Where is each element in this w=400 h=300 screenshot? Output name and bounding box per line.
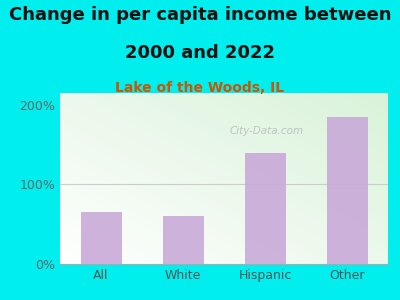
Bar: [80, 212, 122, 264]
Bar: [326, 117, 368, 264]
Bar: [162, 216, 204, 264]
Text: City-Data.com: City-Data.com: [230, 126, 304, 136]
Text: 2000 and 2022: 2000 and 2022: [125, 44, 275, 62]
Text: Lake of the Woods, IL: Lake of the Woods, IL: [116, 81, 284, 95]
Bar: [244, 153, 286, 264]
Text: Change in per capita income between: Change in per capita income between: [9, 6, 391, 24]
